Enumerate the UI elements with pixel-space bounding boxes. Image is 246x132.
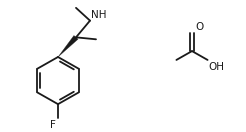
Text: NH: NH [91,10,107,20]
Text: OH: OH [209,62,225,72]
Polygon shape [58,36,78,57]
Text: F: F [50,120,56,130]
Text: O: O [195,22,203,32]
